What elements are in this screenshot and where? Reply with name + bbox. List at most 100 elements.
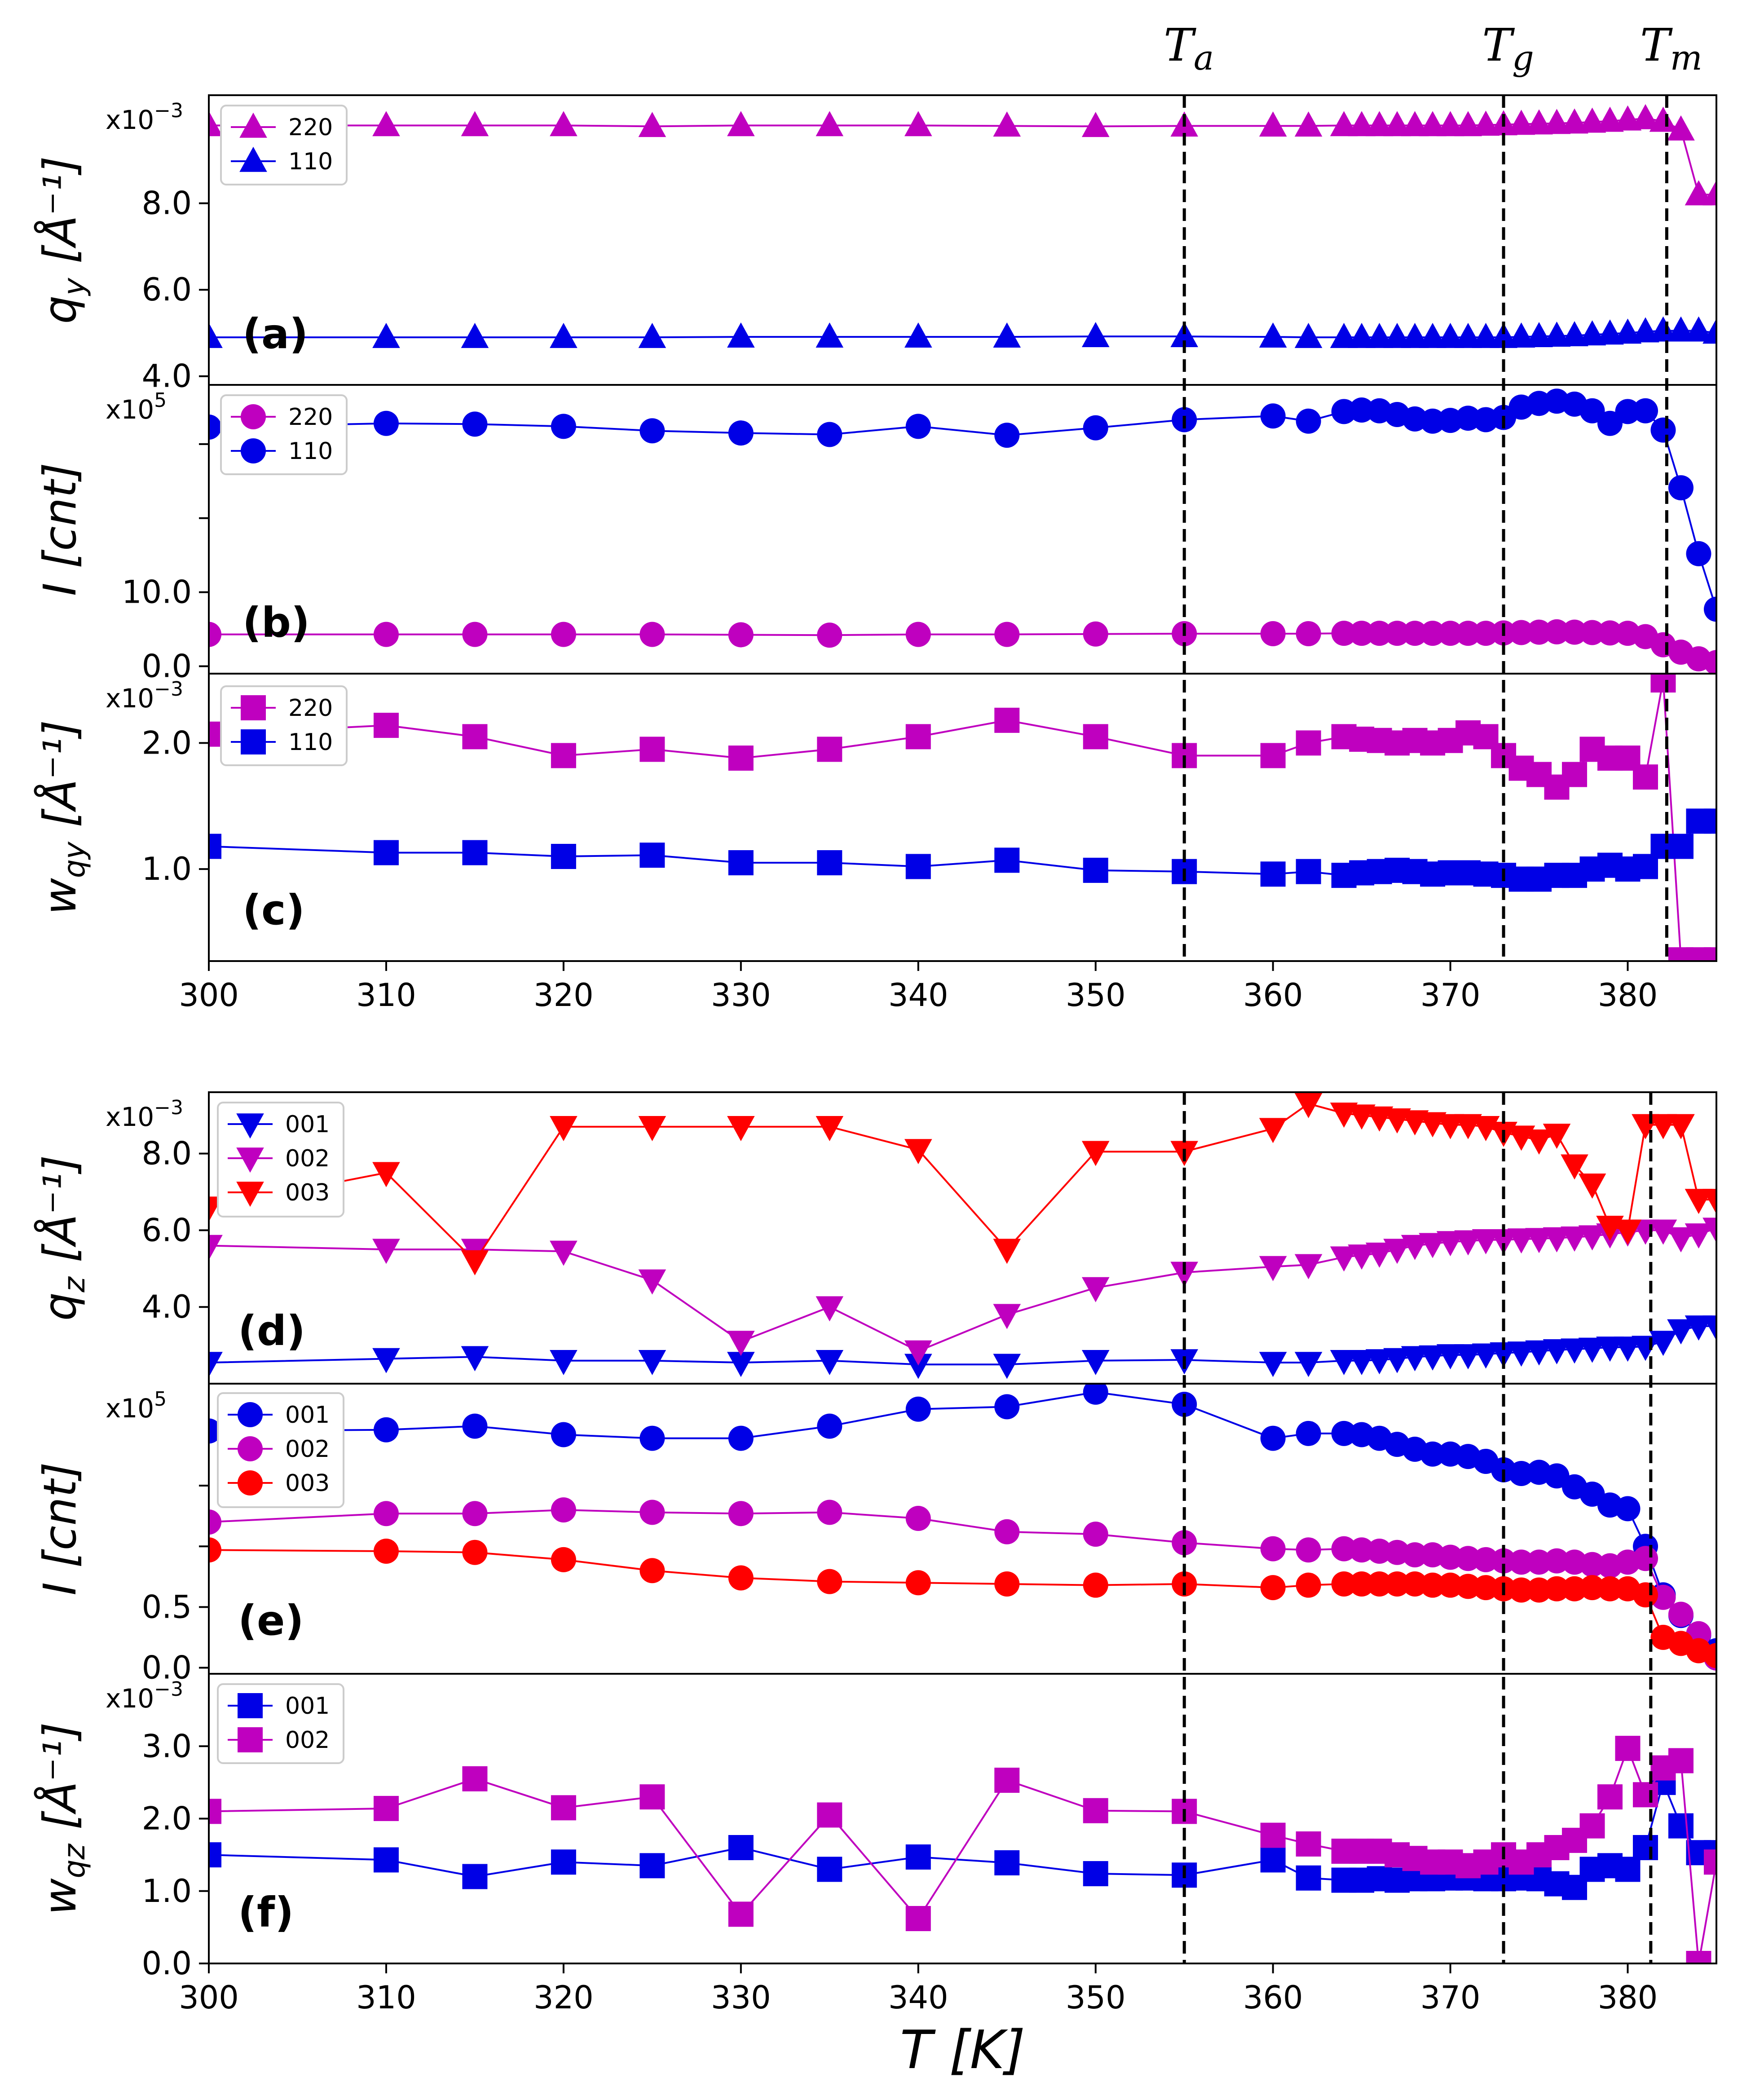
data-point-220 <box>1385 621 1410 646</box>
x-label-unit: [K] <box>932 2019 1025 2081</box>
data-point-002 <box>1525 1228 1553 1253</box>
data-point-220 <box>1436 111 1464 137</box>
data-point-002 <box>1597 1784 1623 1810</box>
data-point-002 <box>1081 1277 1110 1302</box>
legend-label: 001 <box>285 1693 330 1720</box>
data-point-003 <box>1083 1572 1108 1598</box>
multiplier-base: x10 <box>106 1393 154 1424</box>
multiplier-label: x105 <box>106 1388 167 1424</box>
data-point-110 <box>728 850 754 876</box>
x-tick-label: 330 <box>711 1979 771 2016</box>
data-point-110 <box>209 834 221 859</box>
x-tick-label: 360 <box>1243 977 1303 1014</box>
data-point-002 <box>638 1269 666 1295</box>
data-point-003 <box>1578 1173 1606 1199</box>
data-point-002 <box>1472 1229 1500 1254</box>
legend-label: 003 <box>285 1179 330 1206</box>
data-point-001 <box>1083 1861 1108 1887</box>
data-point-110 <box>1296 859 1321 884</box>
data-point-110 <box>1472 322 1500 348</box>
data-point-220 <box>209 111 223 137</box>
data-point-002 <box>209 1235 223 1260</box>
data-point-002 <box>1454 1230 1482 1256</box>
data-point-002 <box>905 1906 931 1932</box>
data-point-110 <box>1704 596 1716 622</box>
data-point-002 <box>1668 1748 1694 1773</box>
data-point-003 <box>904 1139 932 1165</box>
data-point-220 <box>373 622 399 647</box>
data-point-110 <box>373 410 399 436</box>
multiplier-base: x10 <box>106 683 154 714</box>
data-point-002 <box>1436 1231 1464 1257</box>
data-point-001 <box>1667 1319 1695 1345</box>
data-point-220 <box>1348 111 1376 137</box>
y-label-unit: [Å⁻¹] <box>33 1155 86 1277</box>
data-point-110 <box>817 422 842 447</box>
panel-label: (c) <box>243 886 305 934</box>
data-point-002 <box>1401 1235 1429 1260</box>
data-point-002 <box>904 1340 932 1366</box>
y-tick-label: 8.0 <box>142 1135 192 1172</box>
data-point-003 <box>817 1569 842 1594</box>
data-point-220 <box>1081 112 1110 137</box>
x-tick-label: 380 <box>1598 1979 1658 2016</box>
data-point-220 <box>372 111 400 137</box>
x-tick-label: 360 <box>1243 1979 1303 2016</box>
data-point-002 <box>1615 1736 1641 1761</box>
data-point-001 <box>1633 1835 1658 1860</box>
data-point-220 <box>816 111 844 137</box>
data-point-001 <box>1419 1345 1446 1371</box>
data-point-003 <box>638 1116 666 1142</box>
data-point-220 <box>209 721 221 747</box>
multiplier-exponent: −3 <box>154 1096 183 1119</box>
data-point-001 <box>728 1835 754 1860</box>
legend-marker <box>238 1693 263 1718</box>
data-point-220 <box>373 713 399 738</box>
data-point-110 <box>1401 322 1429 348</box>
multiplier-exponent: −3 <box>154 1678 183 1701</box>
y-label-symbol: I <box>34 1582 86 1596</box>
x-tick-label: 350 <box>1066 1979 1126 2016</box>
legend-marker <box>241 729 266 754</box>
data-point-003 <box>728 1565 754 1591</box>
data-point-110 <box>1525 322 1553 347</box>
data-point-220 <box>462 622 488 647</box>
data-point-001 <box>373 1417 399 1443</box>
data-point-002 <box>1365 1242 1394 1268</box>
legend-marker <box>238 1727 263 1752</box>
data-point-001 <box>639 1853 665 1879</box>
y-label-symbol: I <box>34 582 86 596</box>
data-point-220 <box>1702 180 1716 206</box>
data-point-003 <box>1296 1572 1321 1598</box>
data-point-002 <box>372 1239 400 1264</box>
data-point-002 <box>1348 1244 1376 1270</box>
data-point-003 <box>461 1250 489 1275</box>
data-point-110 <box>209 322 223 348</box>
y-axis-label: wqy [Å⁻¹] <box>33 720 92 915</box>
legend-marker <box>236 1147 264 1173</box>
data-point-110 <box>1420 408 1446 434</box>
data-point-220 <box>1649 106 1677 132</box>
y-label-subscript: z <box>57 1276 92 1293</box>
y-label-unit: [Å⁻¹] <box>33 720 86 842</box>
data-point-002 <box>1260 1822 1286 1848</box>
data-point-110 <box>1330 322 1358 348</box>
data-point-110 <box>638 322 666 348</box>
y-axis-label: wqz [Å⁻¹] <box>33 1722 92 1915</box>
data-point-110 <box>639 843 665 868</box>
data-point-003 <box>1544 1576 1570 1601</box>
data-point-001 <box>727 1352 755 1377</box>
x-tick-label: 340 <box>888 977 948 1014</box>
data-point-003 <box>1685 1189 1713 1214</box>
data-point-220 <box>905 724 931 750</box>
y-tick-label: 4.0 <box>142 1288 192 1325</box>
data-point-220 <box>905 622 931 647</box>
data-point-002 <box>1294 1254 1323 1279</box>
data-point-002 <box>373 1795 399 1821</box>
panel-e: 0.0 0.5 x105 I [cnt] (e) 001 002 003 <box>34 1383 1717 1686</box>
transition-subscript: g <box>1512 38 1534 78</box>
data-point-220 <box>1650 674 1676 693</box>
data-point-220 <box>1349 621 1375 646</box>
